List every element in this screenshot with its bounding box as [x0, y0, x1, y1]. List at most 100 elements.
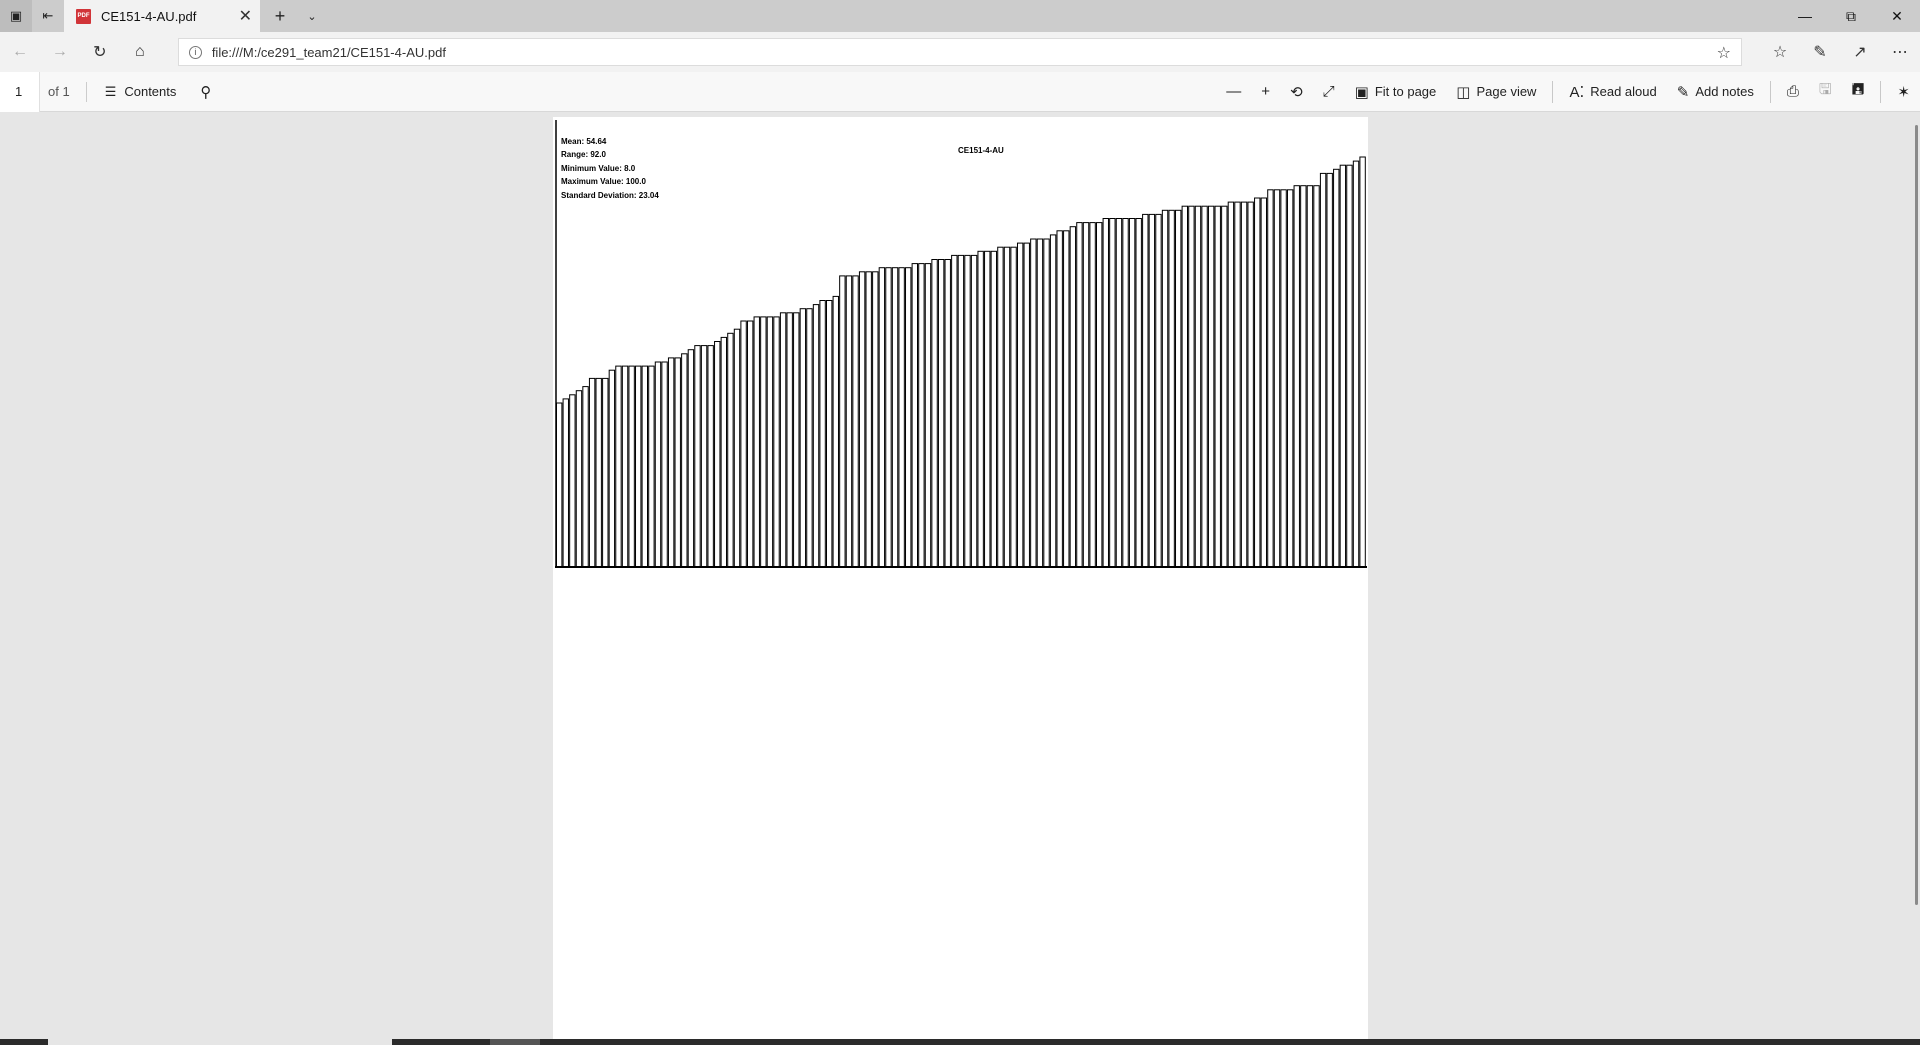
chart-bar	[700, 345, 708, 568]
info-icon[interactable]: i	[188, 45, 202, 59]
page-view-button[interactable]: ◫ Page view	[1446, 72, 1546, 112]
chart-bar	[905, 267, 912, 568]
chart-bar	[984, 250, 991, 568]
pdf-page: Mean: 54.64 Range: 92.0 Minimum Value: 8…	[553, 117, 1368, 1039]
refresh-icon[interactable]: ↻	[93, 44, 107, 61]
chart-bar	[1359, 156, 1366, 568]
fit-to-page-button[interactable]: ▣ Fit to page	[1345, 72, 1447, 112]
close-window-icon[interactable]: ✕	[1891, 7, 1903, 24]
chart-bar	[799, 308, 807, 568]
fullscreen-button[interactable]: ⤢	[1313, 72, 1345, 112]
taskbar-segment	[48, 1039, 392, 1045]
chart-bar	[812, 304, 820, 568]
page-view-icon: ◫	[1456, 83, 1471, 101]
chart-bar	[1201, 205, 1208, 568]
chart-bar	[733, 328, 741, 568]
chart-bar	[885, 267, 892, 568]
chart-bar	[681, 353, 688, 568]
chart-bar	[918, 263, 925, 568]
save-as-button[interactable]: 🖪	[1842, 72, 1875, 112]
chart-bar	[832, 295, 839, 568]
chart-bar	[569, 394, 576, 568]
chart-bar	[1089, 222, 1096, 568]
chart-bar	[839, 275, 846, 568]
chart-bar	[845, 275, 853, 568]
pin-icon: ✶	[1897, 83, 1910, 101]
rotate-button[interactable]: ⟲	[1280, 72, 1313, 112]
chart-bar	[654, 361, 662, 568]
chart-bar	[746, 320, 754, 568]
chart-bar	[1207, 205, 1215, 568]
new-tab-icon[interactable]: +	[274, 5, 286, 26]
chart-bar	[944, 259, 951, 568]
chart-title: CE151-4-AU	[958, 146, 1004, 155]
pin-toolbar-button[interactable]: ✶	[1887, 72, 1920, 112]
chart-bar	[1003, 246, 1011, 568]
chevron-down-icon[interactable]: ⌄	[307, 10, 317, 23]
print-button[interactable]: ⎙	[1777, 72, 1809, 112]
print-icon: ⎙	[1786, 83, 1799, 100]
chart-bar	[628, 365, 635, 568]
read-aloud-button[interactable]: A⁚ Read aloud	[1559, 72, 1666, 112]
chart-bar	[1115, 218, 1123, 568]
home-icon[interactable]: ⌂	[135, 43, 145, 60]
contents-label: Contents	[124, 84, 177, 99]
pdf-file-icon: PDF	[76, 8, 91, 24]
contents-button[interactable]: ☰ Contents	[105, 84, 177, 100]
chart-bar	[997, 246, 1004, 568]
pen-icon[interactable]: ✎	[1813, 44, 1827, 61]
chart-bar	[1313, 185, 1320, 568]
chart-bar	[924, 263, 932, 568]
chart-bar	[891, 267, 899, 568]
search-icon[interactable]: ⚲	[200, 83, 212, 101]
chart-bar	[720, 336, 728, 568]
vertical-scrollbar[interactable]	[1915, 125, 1918, 905]
save-button[interactable]: 🖫	[1809, 72, 1842, 112]
chart-bar	[1234, 201, 1241, 568]
chart-bar	[674, 357, 681, 568]
zoom-in-button[interactable]: +	[1251, 72, 1280, 112]
chart-bar	[575, 390, 583, 568]
chart-bar	[1096, 222, 1103, 568]
address-bar[interactable]: i file:///M:/ce291_team21/CE151-4-AU.pdf…	[177, 38, 1742, 66]
chart-bar	[878, 267, 886, 568]
restore-icon[interactable]: ⧉	[1846, 7, 1856, 24]
forward-arrow-icon[interactable]: →	[51, 43, 68, 60]
chart-bar	[970, 254, 978, 568]
chart-bar	[793, 312, 800, 568]
chart-bar	[1082, 222, 1090, 568]
taskbar-segment	[490, 1039, 540, 1045]
chart-bar	[1148, 213, 1156, 568]
chart-bar	[595, 377, 602, 568]
chart-bar	[667, 357, 675, 568]
chart-bar	[1286, 189, 1294, 568]
save-icon: 🖫	[1818, 81, 1832, 98]
chart-bar	[964, 254, 971, 568]
chart-bar	[872, 271, 879, 568]
chart-bar	[635, 365, 642, 568]
read-aloud-label: Read aloud	[1590, 84, 1657, 99]
set-aside-icon[interactable]: ⇤	[42, 8, 54, 23]
pdf-viewer[interactable]: Mean: 54.64 Range: 92.0 Minimum Value: 8…	[0, 113, 1920, 1039]
tab-pdf[interactable]: PDF CE151-4-AU.pdf ✕	[64, 0, 260, 32]
chart-bar	[1122, 218, 1129, 568]
page-number-input[interactable]: 1	[0, 71, 40, 112]
favorites-hub-icon[interactable]: ☆	[1772, 44, 1788, 61]
close-tab-icon[interactable]: ✕	[238, 8, 252, 25]
minimize-icon[interactable]: —	[1798, 8, 1812, 24]
chart-bar	[1273, 189, 1281, 568]
share-icon[interactable]: ↗	[1853, 44, 1867, 61]
page-count: of 1	[40, 81, 87, 102]
chart-bar	[1293, 185, 1300, 568]
zoom-out-button[interactable]: —	[1216, 72, 1251, 112]
add-notes-button[interactable]: ✎ Add notes	[1667, 72, 1764, 112]
chart-bar	[1352, 160, 1360, 568]
chart-bar	[1319, 172, 1327, 568]
stats-block: Mean: 54.64 Range: 92.0 Minimum Value: 8…	[561, 135, 659, 202]
back-arrow-icon[interactable]: ←	[11, 43, 28, 60]
more-icon[interactable]: ⋯	[1892, 44, 1908, 61]
star-icon[interactable]: ☆	[1716, 45, 1731, 62]
tab-actions-icon[interactable]: ▣	[0, 0, 32, 32]
chart-bar	[1128, 218, 1136, 568]
chart-bar	[1326, 172, 1333, 568]
